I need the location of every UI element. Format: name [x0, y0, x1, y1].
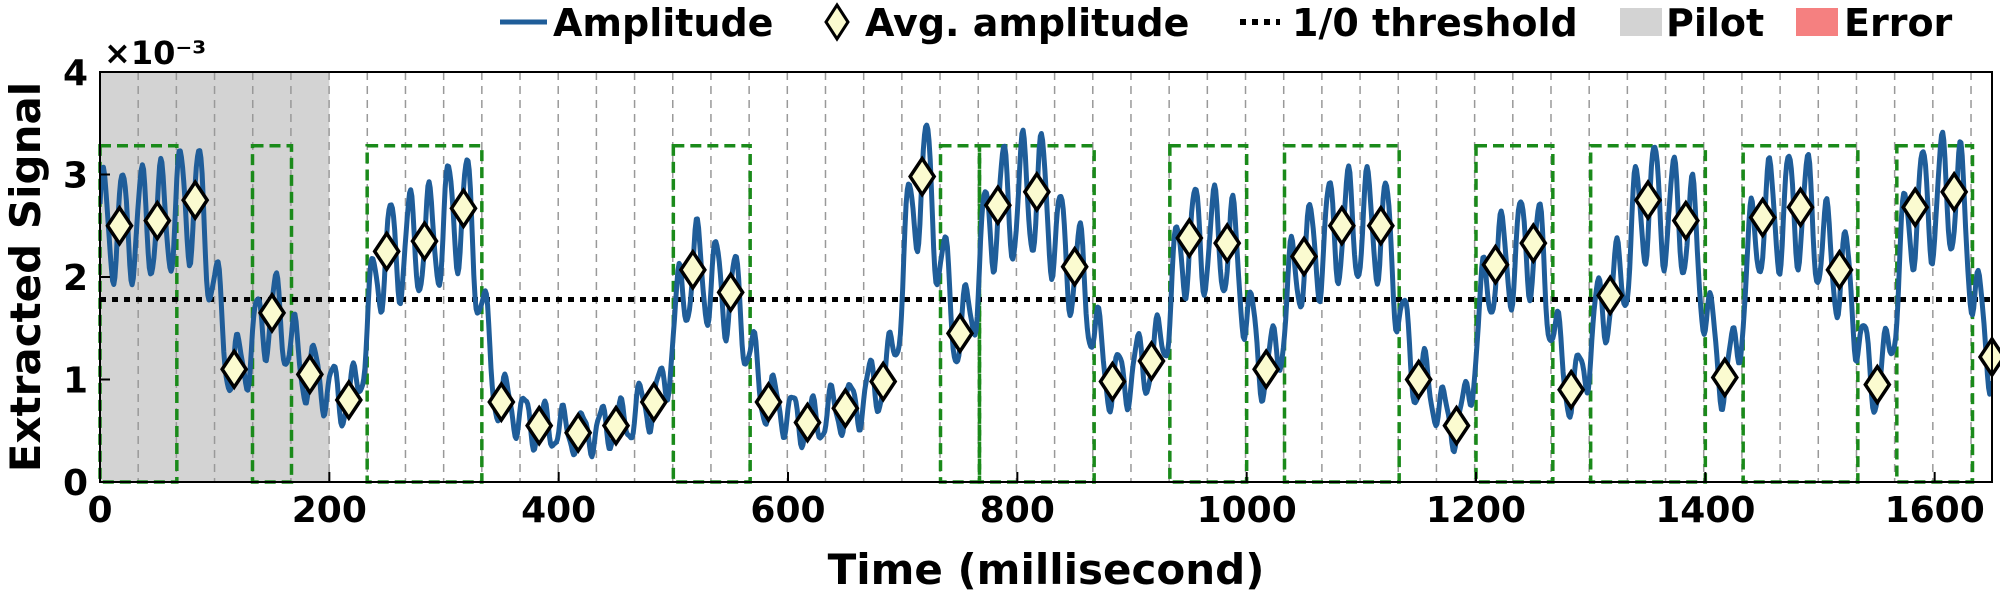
avg-amplitude-marker	[1137, 339, 1166, 383]
x-tick-label: 800	[980, 490, 1055, 531]
avg-amplitude-marker	[181, 178, 210, 222]
avg-amplitude-marker	[1748, 196, 1777, 239]
avg-amplitude-marker	[1213, 222, 1242, 265]
y-multiplier: ×10⁻³	[104, 34, 206, 72]
y-tick-label: 4	[63, 53, 88, 94]
y-axis-ticks: 0 1 2 3 4	[63, 53, 110, 504]
avg-amplitude-marker	[1022, 170, 1051, 214]
x-tick-label: 600	[750, 490, 825, 531]
avg-amplitude-marker	[487, 380, 516, 424]
avg-amplitude-marker	[1366, 204, 1395, 247]
avg-amplitude-marker	[564, 411, 593, 454]
x-tick-label: 0	[87, 490, 112, 531]
avg-amplitude-marker	[1901, 186, 1930, 229]
avg-amplitude-marker	[1289, 235, 1319, 278]
avg-amplitude-marker	[1481, 243, 1510, 286]
x-tick-label: 1000	[1197, 490, 1297, 531]
avg-amplitude-marker	[678, 248, 707, 291]
avg-amplitude-marker	[793, 401, 822, 444]
avg-amplitude-marker	[945, 312, 975, 355]
avg-amplitude-marker	[105, 204, 134, 247]
legend-error-label: Error	[1844, 1, 1953, 45]
x-axis-ticks: 0 200 400 600 800 1000 1200 1400 1600	[87, 472, 1985, 531]
avg-amplitude-marker	[410, 219, 439, 263]
legend-error-swatch	[1796, 8, 1838, 36]
avg-amplitude-marker	[1940, 170, 1969, 214]
amplitude-series	[100, 122, 1992, 460]
avg-amplitude-marker	[908, 155, 937, 198]
legend-amplitude-label: Amplitude	[553, 1, 773, 45]
avg-amplitude-marker	[1825, 248, 1854, 291]
avg-amplitude-markers	[105, 155, 2000, 454]
avg-amplitude-marker	[639, 380, 668, 424]
avg-amplitude-marker	[1671, 199, 1700, 242]
y-axis-label: Extracted Signal	[1, 82, 50, 472]
avg-amplitude-marker	[1060, 245, 1089, 288]
avg-amplitude-marker	[1863, 363, 1892, 406]
avg-amplitude-marker	[143, 199, 172, 242]
avg-amplitude-marker	[1786, 186, 1815, 229]
avg-amplitude-marker	[1442, 404, 1471, 447]
legend-avg-amplitude-label: Avg. amplitude	[865, 1, 1189, 45]
y-tick-label: 0	[63, 463, 88, 504]
avg-amplitude-marker	[601, 404, 631, 447]
legend-threshold-label: 1/0 threshold	[1292, 1, 1578, 45]
avg-amplitude-marker	[1252, 348, 1281, 391]
avg-amplitude-marker	[334, 378, 363, 422]
y-tick-label: 2	[63, 258, 88, 299]
x-tick-label: 1400	[1655, 490, 1755, 531]
legend-pilot-label: Pilot	[1666, 1, 1764, 45]
avg-amplitude-marker	[1710, 356, 1739, 399]
avg-amplitude-marker	[1175, 216, 1204, 260]
x-axis-label: Time (millisecond)	[828, 545, 1265, 594]
avg-amplitude-marker	[869, 360, 898, 403]
avg-amplitude-marker	[1098, 360, 1127, 403]
x-tick-label: 200	[292, 490, 367, 531]
avg-amplitude-marker	[1404, 358, 1433, 401]
avg-amplitude-marker	[1519, 222, 1548, 265]
avg-amplitude-marker	[295, 353, 324, 396]
avg-amplitude-marker	[257, 291, 287, 335]
legend-pilot-swatch	[1620, 8, 1662, 36]
avg-amplitude-marker	[983, 184, 1012, 227]
x-tick-label: 1200	[1426, 490, 1526, 531]
x-tick-label: 1600	[1885, 490, 1985, 531]
y-tick-label: 3	[63, 156, 88, 197]
legend: Amplitude Avg. amplitude 1/0 threshold P…	[500, 1, 1953, 45]
avg-amplitude-marker	[525, 404, 554, 447]
legend-avg-amplitude-swatch	[824, 2, 850, 42]
avg-amplitude-marker	[831, 387, 860, 430]
avg-amplitude-marker	[1633, 178, 1663, 222]
avg-amplitude-marker	[449, 187, 478, 230]
avg-amplitude-marker	[220, 348, 249, 391]
avg-amplitude-marker	[1557, 368, 1586, 411]
avg-amplitude-marker	[754, 380, 783, 424]
avg-amplitude-marker	[1327, 204, 1356, 247]
bit-box	[1474, 144, 1555, 484]
avg-amplitude-marker	[716, 271, 745, 314]
avg-amplitude-marker	[372, 230, 401, 273]
y-tick-label: 1	[63, 361, 88, 402]
x-tick-label: 400	[521, 490, 596, 531]
avg-amplitude-marker	[1596, 274, 1625, 317]
